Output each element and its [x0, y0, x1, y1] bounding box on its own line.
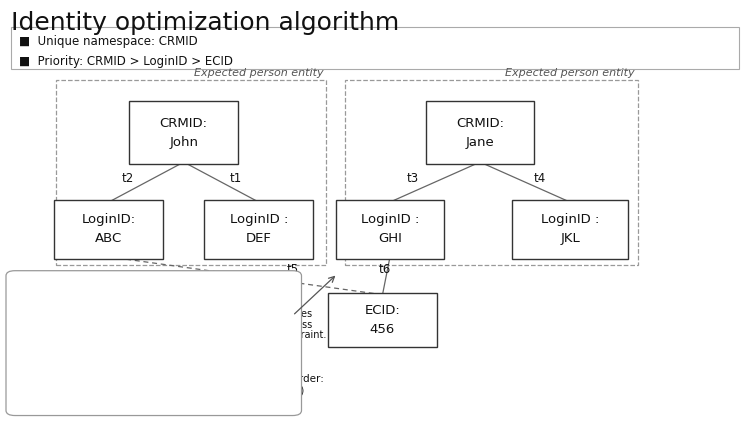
Text: Identity optimization algorithm: Identity optimization algorithm	[11, 11, 400, 35]
FancyBboxPatch shape	[54, 200, 164, 259]
Text: LoginID :
GHI: LoginID : GHI	[361, 213, 419, 245]
Text: ■  In this case, the edges would be created in this order:: ■ In this case, the edges would be creat…	[26, 374, 323, 384]
Text: CRMID:
John: CRMID: John	[160, 117, 208, 149]
Text: LoginID :
DEF: LoginID : DEF	[230, 213, 288, 245]
Text: ▷  Resulting graph will be in compliance of the constraint.: ▷ Resulting graph will be in compliance …	[42, 330, 326, 341]
FancyBboxPatch shape	[129, 101, 238, 164]
FancyBboxPatch shape	[328, 293, 436, 347]
Text: ■  Priority: CRMID > LoginID > ECID: ■ Priority: CRMID > LoginID > ECID	[19, 55, 232, 68]
Text: t3: t3	[406, 173, 418, 185]
FancyBboxPatch shape	[512, 200, 628, 259]
Text: Expected person entity: Expected person entity	[194, 68, 323, 78]
Text: LoginID :
JKL: LoginID : JKL	[541, 213, 599, 245]
Text: ECID:
456: ECID: 456	[364, 304, 400, 336]
Text: Expected person entity: Expected person entity	[505, 68, 634, 78]
Text: t2: t2	[122, 173, 134, 185]
Text: LoginID:
ABC: LoginID: ABC	[82, 213, 136, 245]
FancyBboxPatch shape	[426, 101, 534, 164]
FancyBboxPatch shape	[336, 200, 444, 259]
Text: ▷  Latest event: ▷ Latest event	[42, 353, 117, 363]
Text: t1: t1	[230, 173, 242, 185]
Text: t5: t5	[286, 263, 298, 276]
FancyBboxPatch shape	[11, 27, 739, 69]
Bar	[56, 80, 326, 265]
Text: CRMID:
Jane: CRMID: Jane	[456, 117, 504, 149]
Text: ■  Unique namespace: CRMID: ■ Unique namespace: CRMID	[19, 35, 197, 48]
Bar	[345, 80, 638, 265]
Text: ▷  Timestamp, by sum(node priority): ▷ Timestamp, by sum(node priority)	[42, 363, 223, 373]
Text: ■  When limit is violated, replay edges: ■ When limit is violated, replay edges	[26, 298, 230, 308]
Text: t4: t4	[534, 173, 546, 185]
Text: ■  Order in which edges are re-established: ■ Order in which edges are re-establishe…	[26, 341, 251, 351]
Text: t6: t6	[379, 263, 391, 276]
FancyBboxPatch shape	[6, 271, 302, 416]
FancyBboxPatch shape	[204, 200, 314, 259]
Text: Identity optimization algorithm details: Identity optimization algorithm details	[26, 285, 239, 295]
Text: t6 > t4 > t3 > t2 > t1 > t5 (dropped, since CRMID = 1): t6 > t4 > t3 > t2 > t1 > t5 (dropped, si…	[33, 386, 305, 396]
Text: ▷  Rebuild graph from scratch by re-establishing edges: ▷ Rebuild graph from scratch by re-estab…	[42, 309, 312, 320]
Text: ▷  Drop edge(s) that violate a constraint in the process: ▷ Drop edge(s) that violate a constraint…	[42, 320, 312, 330]
